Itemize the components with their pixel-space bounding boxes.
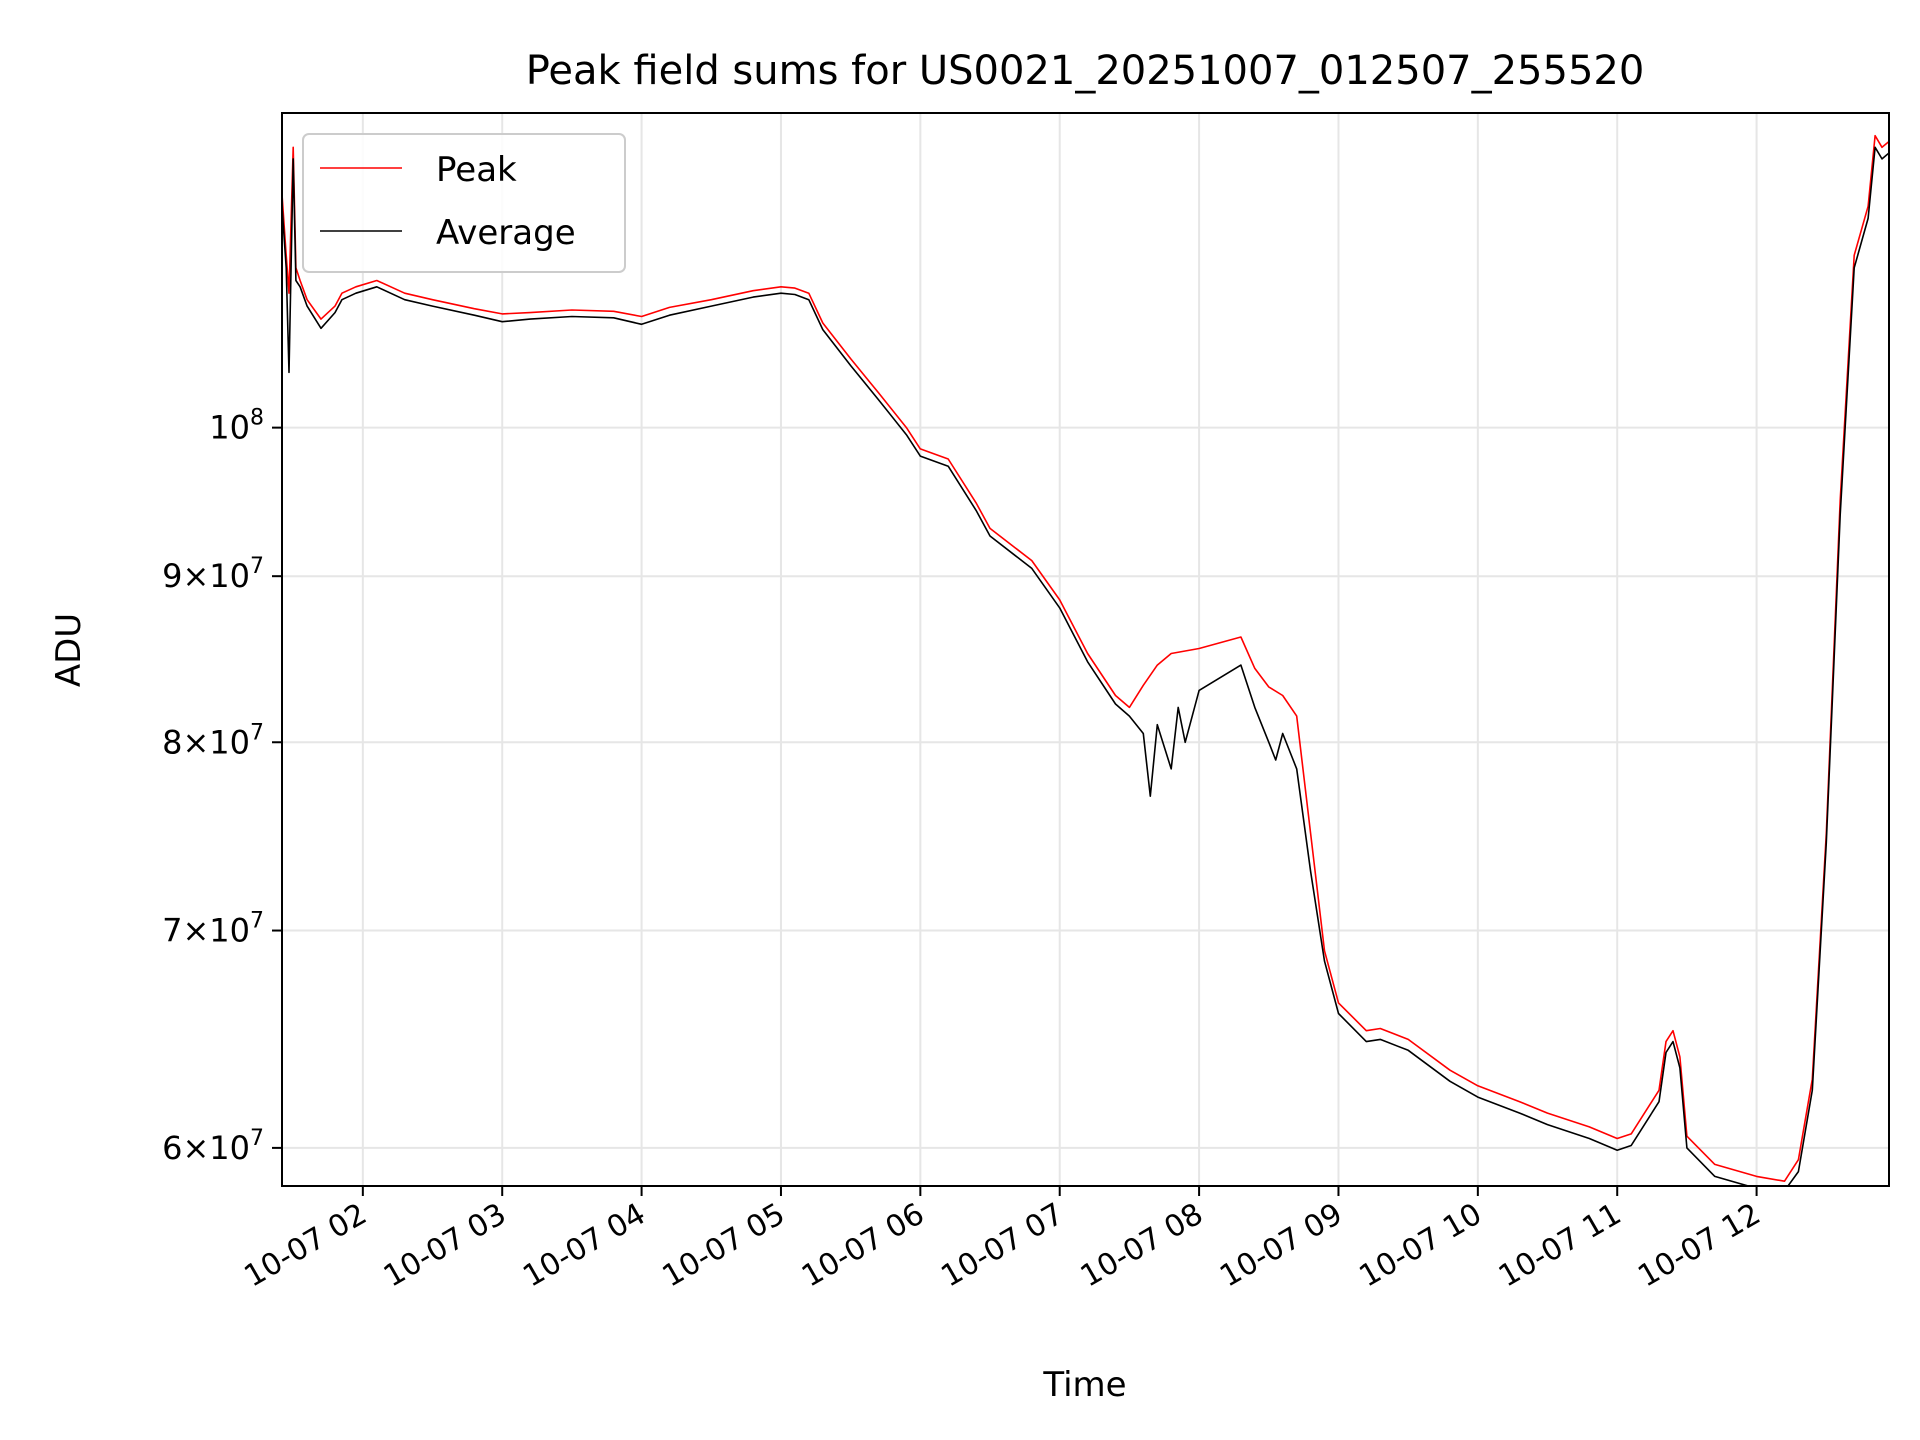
series-line-peak	[282, 134, 1889, 1182]
legend-label-average: Average	[436, 213, 576, 253]
x-axis-label: Time	[1042, 1365, 1126, 1405]
chart-title: Peak field sums for US0021_20251007_0125…	[526, 48, 1645, 94]
y-tick-label: 7×107	[162, 909, 264, 950]
y-tick-label: 108	[209, 406, 264, 447]
y-tick-label: 6×107	[162, 1126, 264, 1167]
grid	[282, 113, 1889, 1186]
y-tick-label: 9×107	[162, 554, 264, 595]
legend: Peak Average	[302, 133, 626, 273]
plot-area	[282, 134, 1889, 1186]
y-axis-label: ADU	[49, 613, 89, 687]
axes-frame	[281, 112, 1890, 1187]
series-line-average	[282, 146, 1889, 1186]
legend-label-peak: Peak	[436, 150, 517, 190]
y-tick-label: 8×107	[162, 720, 264, 761]
